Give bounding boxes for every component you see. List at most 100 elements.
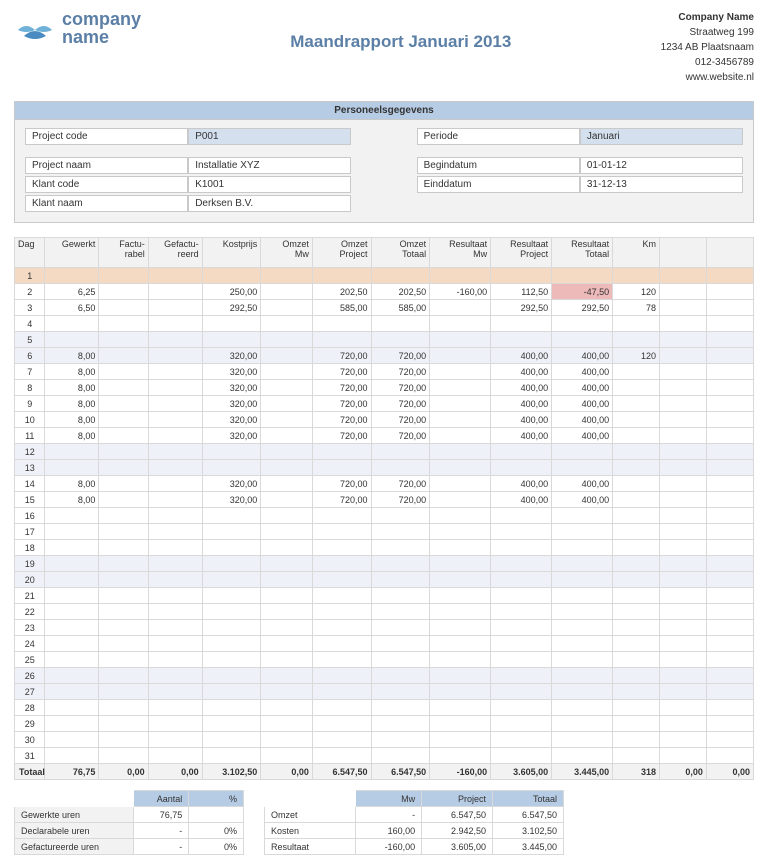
cell[interactable]	[261, 684, 313, 700]
cell[interactable]	[99, 492, 148, 508]
cell[interactable]	[706, 652, 753, 668]
cell[interactable]	[552, 332, 613, 348]
cell[interactable]	[99, 652, 148, 668]
cell[interactable]	[148, 348, 202, 364]
cell[interactable]	[613, 668, 660, 684]
cell[interactable]	[371, 588, 430, 604]
cell[interactable]	[148, 444, 202, 460]
cell[interactable]	[45, 668, 99, 684]
cell[interactable]: 720,00	[312, 428, 371, 444]
cell[interactable]	[430, 524, 491, 540]
cell[interactable]	[430, 300, 491, 316]
cell[interactable]	[45, 556, 99, 572]
cell[interactable]	[148, 396, 202, 412]
cell[interactable]	[45, 636, 99, 652]
cell[interactable]	[660, 540, 707, 556]
cell[interactable]	[706, 748, 753, 764]
cell[interactable]	[491, 604, 552, 620]
value-einddatum[interactable]: 31-12-13	[580, 176, 743, 193]
cell[interactable]	[261, 492, 313, 508]
cell[interactable]	[99, 316, 148, 332]
cell[interactable]	[99, 556, 148, 572]
cell[interactable]	[552, 700, 613, 716]
cell[interactable]	[613, 684, 660, 700]
cell[interactable]: 400,00	[491, 380, 552, 396]
cell[interactable]	[613, 332, 660, 348]
cell[interactable]	[430, 508, 491, 524]
cell[interactable]	[660, 524, 707, 540]
value-project-naam[interactable]: Installatie XYZ	[188, 157, 351, 174]
cell[interactable]	[430, 428, 491, 444]
cell[interactable]: 720,00	[371, 412, 430, 428]
cell[interactable]: 8,00	[45, 428, 99, 444]
cell[interactable]	[45, 748, 99, 764]
cell[interactable]	[371, 268, 430, 284]
cell[interactable]	[706, 540, 753, 556]
cell[interactable]	[312, 652, 371, 668]
cell[interactable]	[99, 540, 148, 556]
cell[interactable]	[45, 508, 99, 524]
cell[interactable]	[99, 444, 148, 460]
cell[interactable]	[613, 380, 660, 396]
cell[interactable]: 720,00	[312, 396, 371, 412]
cell[interactable]	[660, 380, 707, 396]
cell[interactable]: 15	[15, 492, 45, 508]
cell[interactable]: 9	[15, 396, 45, 412]
cell[interactable]	[430, 332, 491, 348]
cell[interactable]	[312, 316, 371, 332]
cell[interactable]: 320,00	[202, 412, 261, 428]
cell[interactable]	[99, 588, 148, 604]
cell[interactable]	[491, 460, 552, 476]
cell[interactable]: 400,00	[491, 428, 552, 444]
cell[interactable]	[371, 508, 430, 524]
cell[interactable]	[45, 332, 99, 348]
cell[interactable]	[430, 556, 491, 572]
cell[interactable]: 250,00	[202, 284, 261, 300]
cell[interactable]: 400,00	[491, 364, 552, 380]
cell[interactable]	[706, 444, 753, 460]
cell[interactable]	[491, 700, 552, 716]
cell[interactable]	[312, 540, 371, 556]
cell[interactable]	[202, 268, 261, 284]
cell[interactable]: 18	[15, 540, 45, 556]
cell[interactable]	[430, 492, 491, 508]
cell[interactable]	[660, 604, 707, 620]
cell[interactable]	[491, 332, 552, 348]
cell[interactable]	[202, 524, 261, 540]
cell[interactable]	[430, 700, 491, 716]
cell[interactable]	[613, 716, 660, 732]
cell[interactable]: 320,00	[202, 364, 261, 380]
cell[interactable]: 400,00	[491, 396, 552, 412]
cell[interactable]	[430, 444, 491, 460]
cell[interactable]: 720,00	[371, 396, 430, 412]
cell[interactable]	[148, 732, 202, 748]
cell[interactable]	[99, 364, 148, 380]
cell[interactable]	[660, 620, 707, 636]
cell[interactable]	[312, 732, 371, 748]
cell[interactable]	[430, 636, 491, 652]
cell[interactable]: 202,50	[312, 284, 371, 300]
cell[interactable]	[45, 444, 99, 460]
cell[interactable]	[552, 604, 613, 620]
cell[interactable]	[148, 332, 202, 348]
value-klant-code[interactable]: K1001	[188, 176, 351, 193]
cell[interactable]	[261, 444, 313, 460]
cell[interactable]	[45, 460, 99, 476]
cell[interactable]	[491, 732, 552, 748]
cell[interactable]	[148, 380, 202, 396]
cell[interactable]	[99, 732, 148, 748]
cell[interactable]	[430, 620, 491, 636]
cell[interactable]	[99, 524, 148, 540]
cell[interactable]	[371, 540, 430, 556]
cell[interactable]	[45, 620, 99, 636]
cell[interactable]: 25	[15, 652, 45, 668]
cell[interactable]	[430, 748, 491, 764]
cell[interactable]	[660, 716, 707, 732]
cell[interactable]	[45, 524, 99, 540]
cell[interactable]	[613, 700, 660, 716]
cell[interactable]: 720,00	[371, 380, 430, 396]
cell[interactable]	[552, 716, 613, 732]
cell[interactable]	[261, 716, 313, 732]
cell[interactable]	[660, 428, 707, 444]
cell[interactable]: 16	[15, 508, 45, 524]
